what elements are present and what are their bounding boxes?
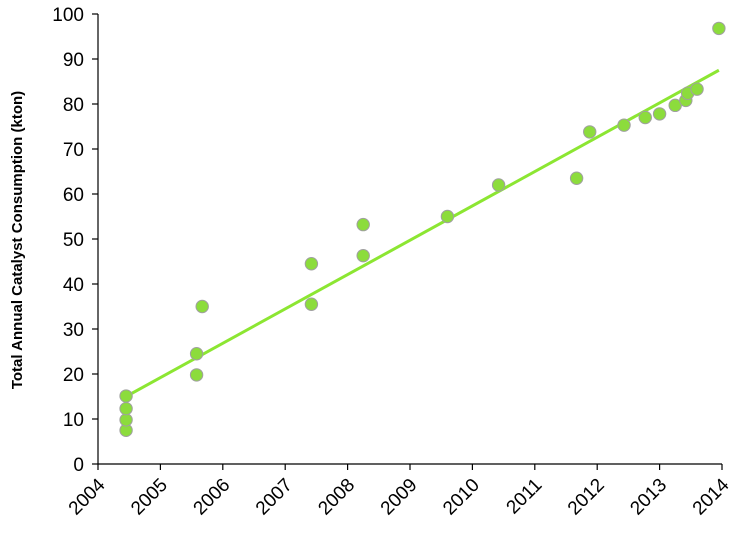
data-point: [195, 299, 209, 314]
y-tick-label: 70: [63, 140, 84, 161]
y-tick-label: 90: [63, 50, 84, 71]
data-point: [440, 209, 455, 224]
y-tick-label: 30: [63, 320, 84, 341]
x-tick-label: 2004: [65, 474, 110, 519]
x-tick-label: 2007: [252, 475, 297, 520]
y-axis-ticks: 0 10 20 30 40 50 60 70 80 90 100: [52, 5, 98, 476]
x-tick-label: 2006: [190, 475, 235, 520]
x-tick-label: 2008: [314, 475, 359, 520]
data-point: [617, 118, 631, 132]
data-point: [189, 347, 204, 361]
data-point: [119, 389, 133, 403]
data-point: [652, 107, 667, 121]
data-point: [491, 178, 506, 192]
data-points: [119, 21, 726, 437]
x-tick-label: 2014: [689, 474, 734, 519]
data-point: [569, 171, 584, 185]
data-point: [119, 413, 133, 427]
x-tick-label: 2012: [564, 475, 609, 520]
x-tick-label: 2011: [503, 475, 547, 519]
x-tick-label: 2013: [626, 475, 671, 520]
data-point: [119, 401, 133, 416]
y-tick-label: 0: [73, 455, 84, 476]
y-tick-label: 10: [63, 410, 84, 431]
x-tick-label: 2005: [127, 475, 172, 520]
data-point: [304, 257, 319, 271]
y-axis-title: Total Annual Catalyst Consumption (kton): [9, 91, 26, 389]
y-tick-label: 80: [63, 95, 84, 116]
x-axis-ticks: 2004 2005 2006 2007 2008 2009 2010 2011 2012 2013…: [65, 464, 734, 519]
data-point: [583, 125, 597, 139]
y-tick-label: 40: [63, 275, 84, 296]
y-tick-label: 20: [63, 365, 84, 386]
data-point: [356, 217, 370, 232]
trendline: [125, 68, 720, 398]
y-tick-label: 50: [63, 230, 84, 251]
data-point: [712, 21, 726, 36]
data-point: [356, 248, 370, 263]
x-tick-label: 2009: [377, 475, 422, 520]
data-point: [690, 82, 704, 96]
data-point: [304, 297, 319, 311]
y-tick-label: 100: [52, 5, 84, 26]
data-point: [638, 110, 652, 125]
y-tick-label: 60: [63, 185, 84, 206]
data-point: [189, 368, 204, 382]
x-tick-label: 2010: [439, 475, 484, 520]
